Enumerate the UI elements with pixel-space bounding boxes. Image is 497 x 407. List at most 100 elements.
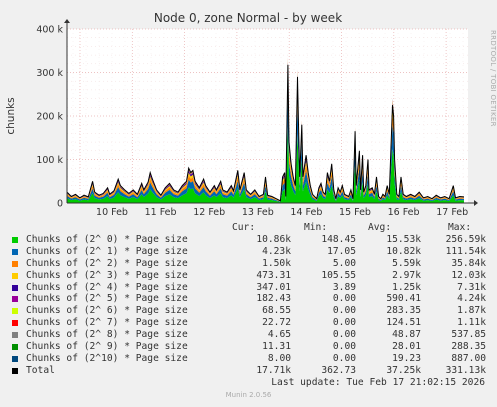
x-tick-label: 16 Feb [388,207,420,218]
legend-series-name: Chunks of (2^ 6) * Page size [26,305,188,317]
legend-row: Chunks of (2^ 2) * Page size 1.50k 5.00 5.5… [12,258,486,270]
y-tick-label: 400 k [36,25,63,36]
legend-min-value: 0.00 [332,352,356,364]
legend-swatch [12,260,18,267]
legend-cur-value: 1.50k [262,257,291,269]
legend-min-value: 3.89 [332,281,356,293]
legend-max-value: 1.87k [457,305,486,317]
legend-min-value: 0.00 [332,293,356,305]
legend-series-name: Total [26,364,55,376]
legend-row: Chunks of (2^ 4) * Page size 347.01 3.89 1.… [12,282,486,294]
legend-swatch [12,308,18,315]
y-tick-label: 0 [57,199,63,210]
legend-cur-value: 17.71k [256,364,291,376]
legend-swatch [12,272,18,279]
legend-max-value: 12.03k [451,269,486,281]
legend-min-value: 0.00 [332,317,356,329]
legend-cur-value: 4.23k [262,245,291,257]
chart-svg: 0 100 k 200 k 300 k 400 k 10 Feb 11 Feb 12 Feb 1… [5,11,478,218]
legend-swatch [12,320,18,327]
legend-avg-value: 1.25k [392,281,421,293]
col-header-max: Max: [448,222,472,233]
x-tick-label: 14 Feb [290,207,322,218]
legend-max-value: 111.54k [445,245,486,257]
col-header-min: Min: [304,222,328,233]
x-tick-label: 11 Feb [145,207,177,218]
legend-swatch [12,296,18,303]
legend-series-name: Chunks of (2^ 3) * Page size [26,269,188,281]
legend-series-name: Chunks of (2^ 1) * Page size [26,245,188,257]
legend-swatch [12,367,18,374]
y-axis-label: chunks [5,97,17,134]
legend-min-value: 362.73 [321,364,356,376]
x-tick-label: 15 Feb [339,207,371,218]
legend-avg-value: 28.01 [392,341,421,353]
legend-avg-value: 2.97k [392,269,421,281]
axes: 0 100 k 200 k 300 k 400 k 10 Feb 11 Feb 12 Feb 1… [36,19,478,218]
legend-avg-value: 48.87 [392,329,421,341]
series-line-total [66,64,465,202]
legend-min-value: 105.55 [321,269,356,281]
legend-row: Chunks of (2^ 0) * Page size 10.86k 148.45… [12,234,486,246]
legend-avg-value: 37.25k [386,364,421,376]
legend-max-value: 1.11k [457,317,486,329]
rrdtool-watermark: RRDTOOL / TOBI OETIKER [489,30,497,127]
legend-max-value: 256.59k [445,234,486,245]
legend-avg-value: 19.23 [392,352,421,364]
series-areas [66,55,465,203]
legend-max-value: 35.84k [451,257,486,269]
legend-series-name: Chunks of (2^ 0) * Page size [26,234,188,245]
col-header-avg: Avg: [368,222,392,233]
y-tick-label: 100 k [36,155,63,166]
legend-cur-value: 347.01 [256,281,291,293]
legend-avg-value: 590.41 [386,293,421,305]
col-header-cur: Cur: [232,222,256,233]
x-tick-label: 12 Feb [193,207,225,218]
legend-min-value: 0.00 [332,341,356,353]
legend-swatch [12,343,18,350]
legend-row: Chunks of (2^ 5) * Page size 182.43 0.00 59… [12,293,486,305]
legend-max-value: 331.13k [445,364,486,376]
legend-cur-value: 68.55 [262,305,291,317]
legend-series-name: Chunks of (2^ 4) * Page size [26,281,188,293]
y-tick-label: 200 k [36,112,63,123]
legend-cur-value: 11.31 [262,341,291,353]
x-tick-label: 10 Feb [96,207,128,218]
legend-swatch [12,248,18,255]
legend-series-name: Chunks of (2^ 7) * Page size [26,317,188,329]
y-tick-label: 300 k [36,68,63,79]
legend-row: Chunks of (2^10) * Page size 8.00 0.00 19.2… [12,353,486,365]
legend-row: Chunks of (2^ 8) * Page size 4.65 0.00 48.8… [12,329,486,341]
legend-row: Chunks of (2^ 1) * Page size 4.23k 17.05 10… [12,246,486,258]
legend-max-value: 4.24k [457,293,486,305]
legend-min-value: 148.45 [321,234,356,245]
legend-min-value: 0.00 [332,329,356,341]
legend-cur-value: 182.43 [256,293,291,305]
legend-avg-value: 15.53k [386,234,421,245]
y-axis-arrow [64,19,70,23]
munin-version: Munin 2.0.56 [225,391,272,399]
legend-row: Total 17.71k 362.73 37.25k 331.13k [12,365,486,377]
legend: Chunks of (2^ 0) * Page size 10.86k 148.45… [12,234,486,377]
legend-swatch [12,284,18,291]
chart-title: Node 0, zone Normal - by week [154,11,342,25]
legend-max-value: 537.85 [451,329,486,341]
legend-avg-value: 283.35 [386,305,421,317]
legend-series-name: Chunks of (2^10) * Page size [26,352,188,364]
legend-avg-value: 10.82k [386,245,421,257]
x-tick-label: 17 Feb [436,207,468,218]
legend-swatch [12,332,18,339]
legend-series-name: Chunks of (2^ 5) * Page size [26,293,188,305]
legend-cur-value: 22.72 [262,317,291,329]
legend-cur-value: 8.00 [267,352,291,364]
legend-cur-value: 4.65 [267,329,291,341]
legend-cur-value: 10.86k [256,234,291,245]
x-tick-label: 13 Feb [242,207,274,218]
legend-min-value: 17.05 [327,245,356,257]
legend-series-name: Chunks of (2^ 8) * Page size [26,329,188,341]
legend-avg-value: 5.59k [392,257,421,269]
legend-max-value: 887.00 [451,352,486,364]
x-axis-arrow [474,200,478,206]
legend-min-value: 5.00 [332,257,356,269]
legend-row: Chunks of (2^ 3) * Page size 473.31 105.55… [12,270,486,282]
